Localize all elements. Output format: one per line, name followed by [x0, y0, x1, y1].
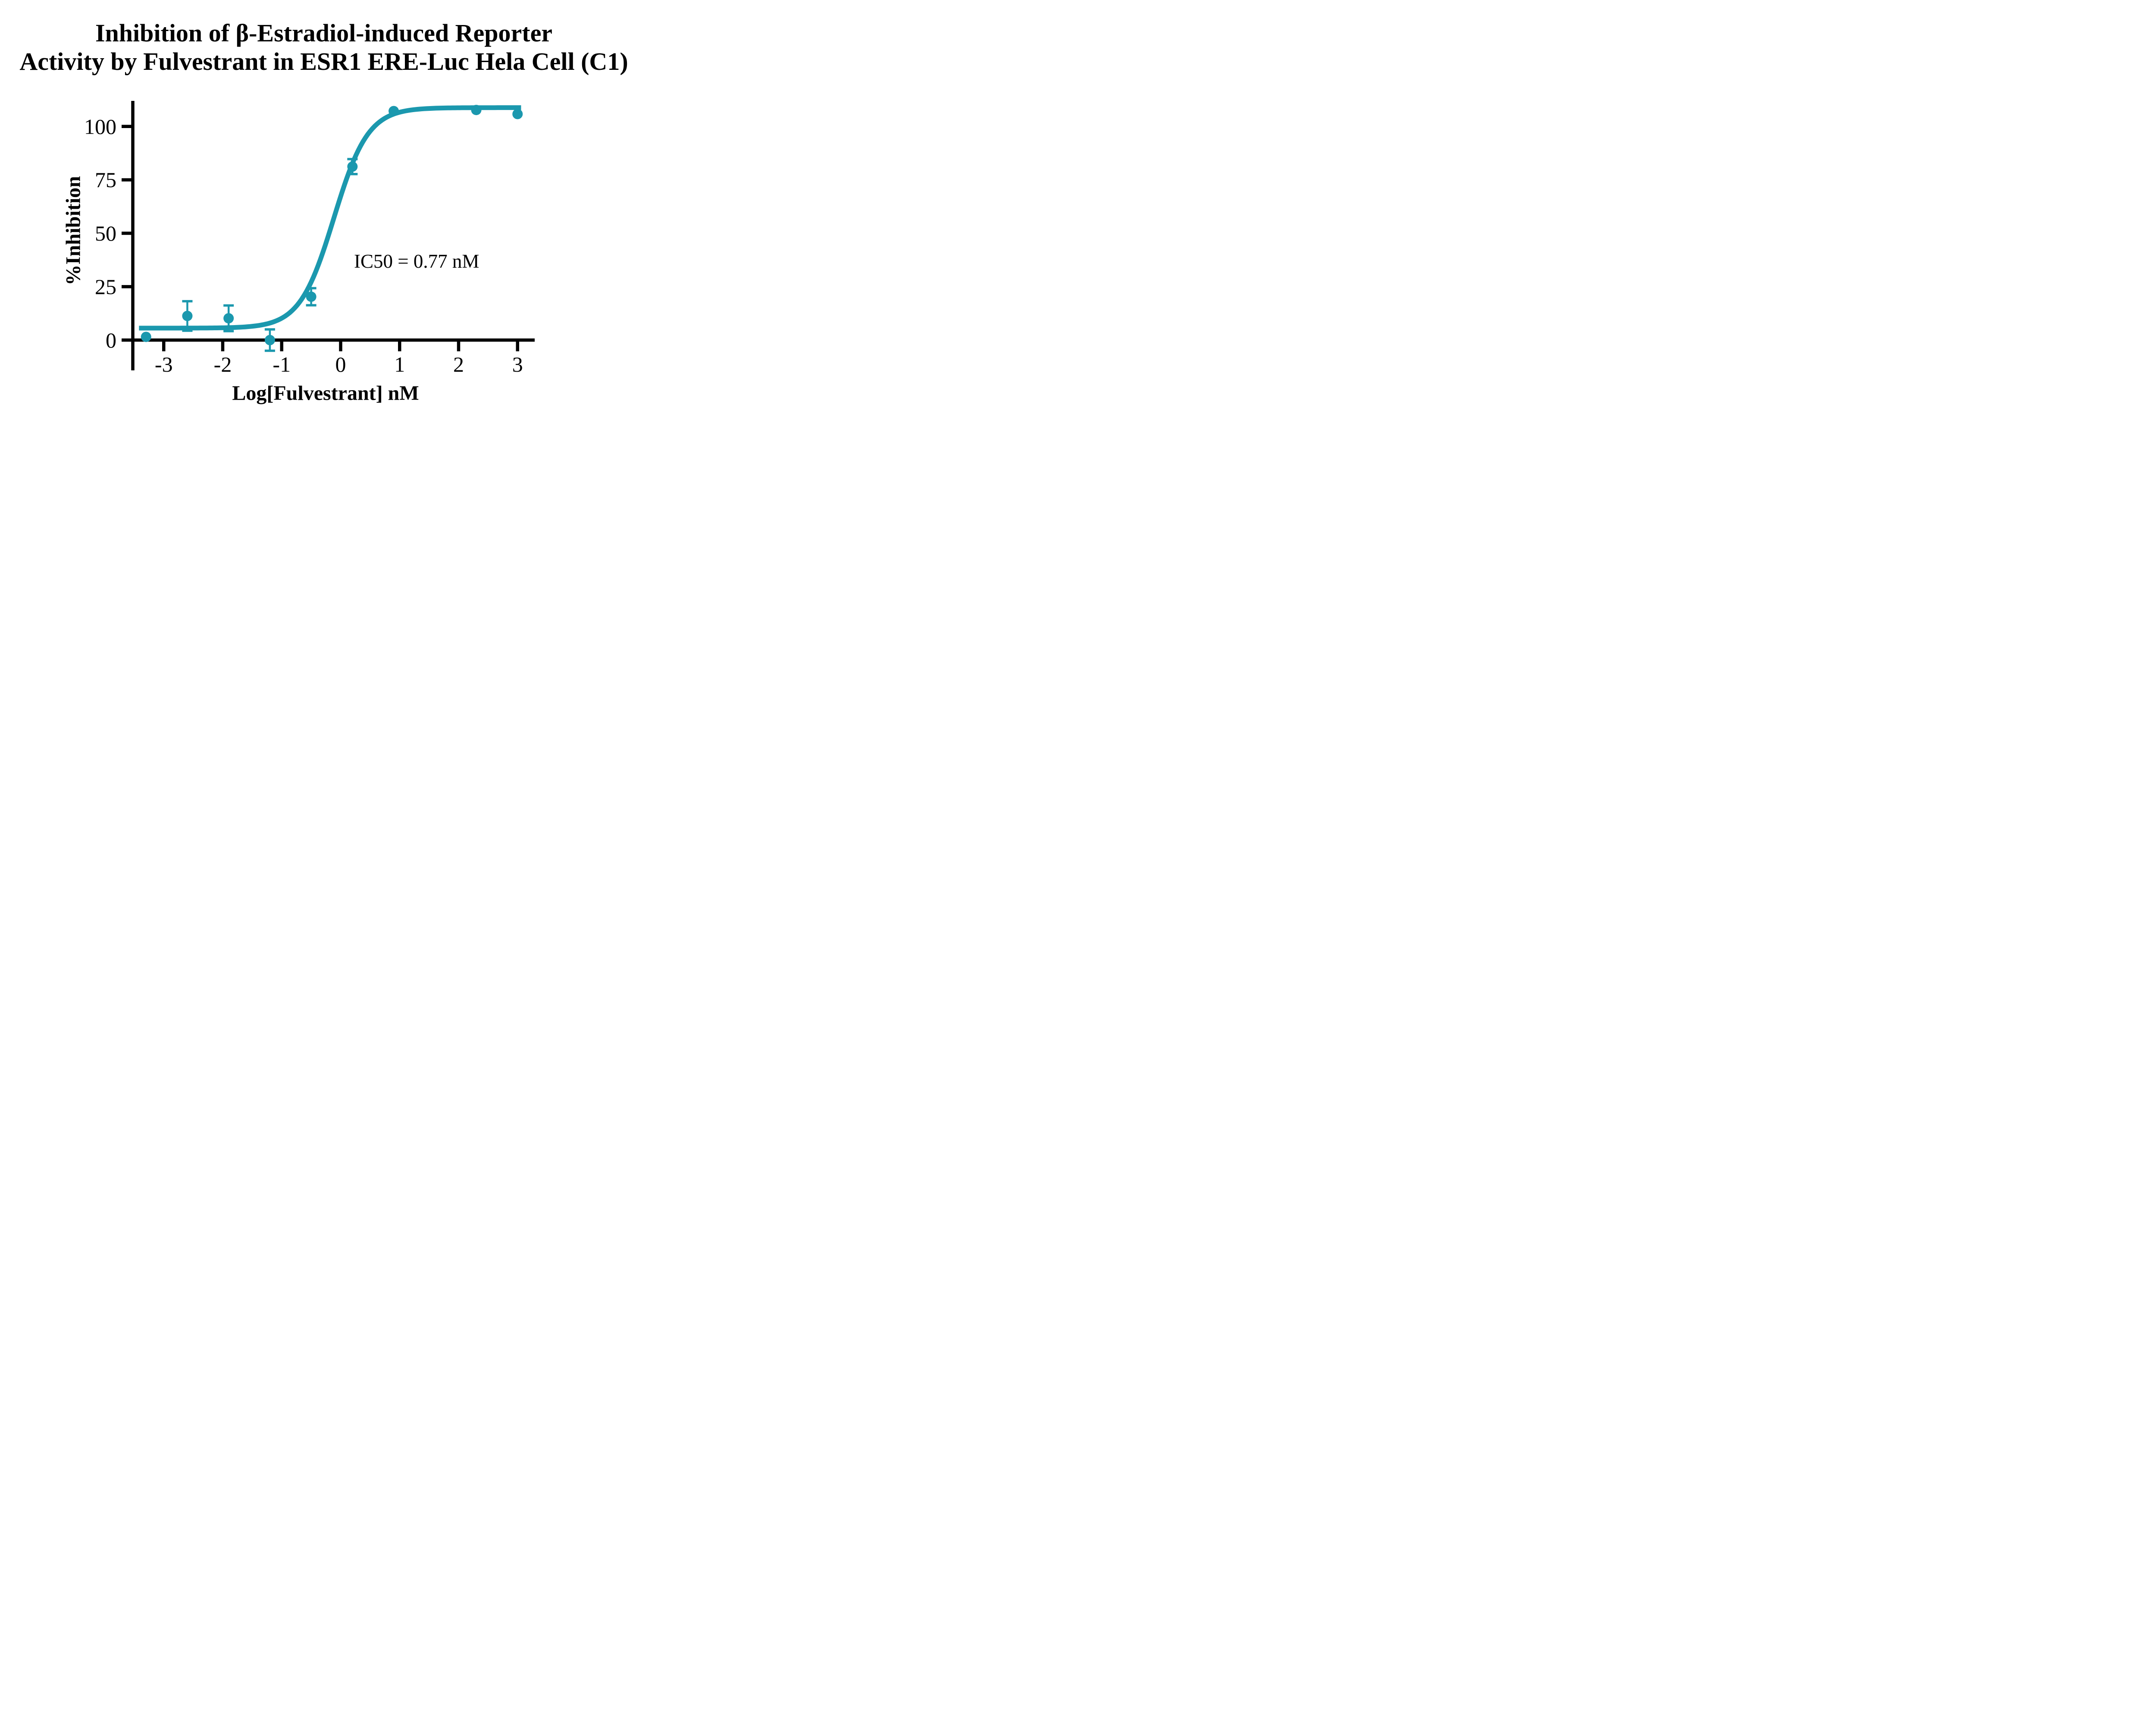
y-tick-label: 25 [95, 275, 116, 299]
plot-area: 0 25 50 75 100 -3 -2 -1 0 1 2 3 [84, 101, 535, 376]
data-point-marker [264, 335, 275, 345]
y-axis-title: %Inhibition [62, 176, 85, 285]
y-tick-label: 100 [84, 114, 116, 138]
y-tick-label: 0 [106, 328, 116, 352]
data-point-marker [223, 313, 234, 324]
chart-title-line2: Activity by Fulvestrant in ESR1 ERE-Luc … [19, 47, 628, 75]
y-tick-label: 50 [95, 221, 116, 245]
x-tick-label: -3 [155, 352, 173, 376]
data-point-marker [471, 105, 482, 116]
x-tick-label: 2 [453, 352, 464, 376]
x-tick-label: 1 [394, 352, 405, 376]
fit-curve [139, 105, 521, 331]
chart-title: Inhibition of β-Estradiol-induced Report… [0, 19, 648, 76]
y-tick-label: 75 [95, 168, 116, 192]
chart: Inhibition of β-Estradiol-induced Report… [0, 0, 648, 429]
data-point-marker [512, 109, 523, 119]
data-point-marker [306, 291, 317, 302]
data-point-marker [347, 161, 358, 172]
ic50-annotation: IC50 = 0.77 nM [354, 251, 479, 272]
x-tick-label: 0 [335, 352, 346, 376]
data-point-marker [182, 310, 193, 321]
x-tick-label: -2 [214, 352, 232, 376]
chart-title-line1: Inhibition of β-Estradiol-induced Report… [95, 19, 553, 47]
data-point-marker [141, 332, 151, 342]
x-axis-title: Log[Fulvestrant] nM [232, 382, 419, 405]
data-point-marker [389, 106, 399, 116]
x-tick-label: -1 [273, 352, 291, 376]
x-tick-label: 3 [512, 352, 523, 376]
